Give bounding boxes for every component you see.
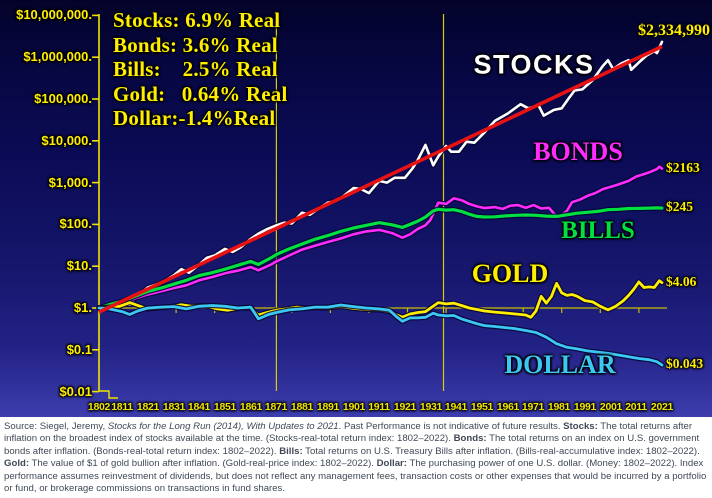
x-axis-label: 1981 bbox=[547, 401, 571, 413]
dollar-line bbox=[97, 303, 664, 367]
stocks-end-value: $2,334,990 bbox=[638, 22, 710, 39]
x-axis-label: 1811 bbox=[111, 401, 133, 413]
x-axis-label: 1971 bbox=[521, 401, 545, 413]
x-axis-label: 1941 bbox=[444, 401, 468, 413]
footnote-text: Source: Siegel, Jeremy, Stocks for the L… bbox=[4, 421, 707, 495]
dollar-end-value: $0.043 bbox=[666, 356, 704, 371]
legend-line: Gold: 0.64% Real bbox=[113, 81, 288, 106]
x-axis-label: 1861 bbox=[239, 401, 263, 413]
x-axis-label: 1951 bbox=[470, 401, 494, 413]
y-axis-label: $0.1 bbox=[66, 342, 92, 357]
bonds-series-label: BONDS bbox=[533, 137, 623, 166]
x-axis-label: 1851 bbox=[213, 401, 237, 413]
x-axis-label: 1821 bbox=[136, 401, 160, 413]
y-axis-label: $0.01 bbox=[59, 384, 92, 399]
x-axis-label: 1831 bbox=[162, 401, 186, 413]
x-axis-label: 1991 bbox=[573, 401, 597, 413]
y-axis-label: $1,000,000. bbox=[23, 49, 92, 64]
x-axis-label: 1891 bbox=[316, 401, 340, 413]
stocks-series-label: STOCKS bbox=[473, 49, 595, 80]
y-axis-label: $1,000. bbox=[48, 175, 92, 190]
x-axis-label: 2011 bbox=[625, 401, 647, 413]
legend-line: Stocks: 6.9% Real bbox=[113, 8, 281, 32]
returns-legend: Stocks: 6.9% Real Bonds: 3.6% Real Bills: … bbox=[113, 8, 288, 131]
x-axis-label: 1921 bbox=[393, 401, 417, 413]
plot-svg bbox=[92, 14, 667, 399]
x-axis-label: 1881 bbox=[290, 401, 314, 413]
x-axis-label: 1841 bbox=[187, 401, 211, 413]
x-axis-label: 1961 bbox=[496, 401, 520, 413]
legend-line: Bills: 2.5% Real bbox=[113, 57, 278, 81]
y-axis-label: $100,000. bbox=[34, 91, 92, 106]
y-axis-label: $1. bbox=[73, 300, 92, 315]
x-axis-label: 1901 bbox=[342, 401, 366, 413]
bonds-end-value: $2163 bbox=[666, 160, 700, 175]
y-axis-foot bbox=[99, 390, 118, 399]
bills-line bbox=[97, 206, 664, 310]
x-axis-label: 2001 bbox=[599, 401, 623, 413]
x-axis-label: 1931 bbox=[419, 401, 443, 413]
x-axis-label: 1802 bbox=[87, 401, 111, 413]
x-axis-label: 2021 bbox=[650, 401, 674, 413]
stocks-trend-line bbox=[98, 44, 663, 314]
y-axis-label: $10,000,000. bbox=[16, 7, 92, 22]
source-footnote: Source: Siegel, Jeremy, Stocks for the L… bbox=[0, 417, 712, 498]
gold-series-label: GOLD bbox=[471, 259, 549, 288]
legend-line: Dollar:-1.4%Real bbox=[113, 106, 276, 130]
bills-series-label: BILLS bbox=[561, 217, 635, 244]
x-axis-label: 1871 bbox=[264, 401, 288, 413]
gold-end-value: $4.06 bbox=[666, 274, 697, 289]
x-axis-label: 1911 bbox=[368, 401, 390, 413]
y-axis-label: $10. bbox=[66, 258, 92, 273]
bonds-line bbox=[97, 165, 664, 310]
y-axis-label: $10,000. bbox=[41, 133, 92, 148]
bills-end-value: $245 bbox=[666, 199, 693, 214]
legend-line: Bonds: 3.6% Real bbox=[113, 32, 278, 57]
dollar-series-label: DOLLAR bbox=[504, 350, 616, 379]
y-axis-label: $100. bbox=[59, 216, 92, 231]
gold-line bbox=[97, 279, 664, 319]
chart-plot-area: $10,000,000. $1,000,000. $100,000. $10,000.… bbox=[0, 0, 712, 417]
